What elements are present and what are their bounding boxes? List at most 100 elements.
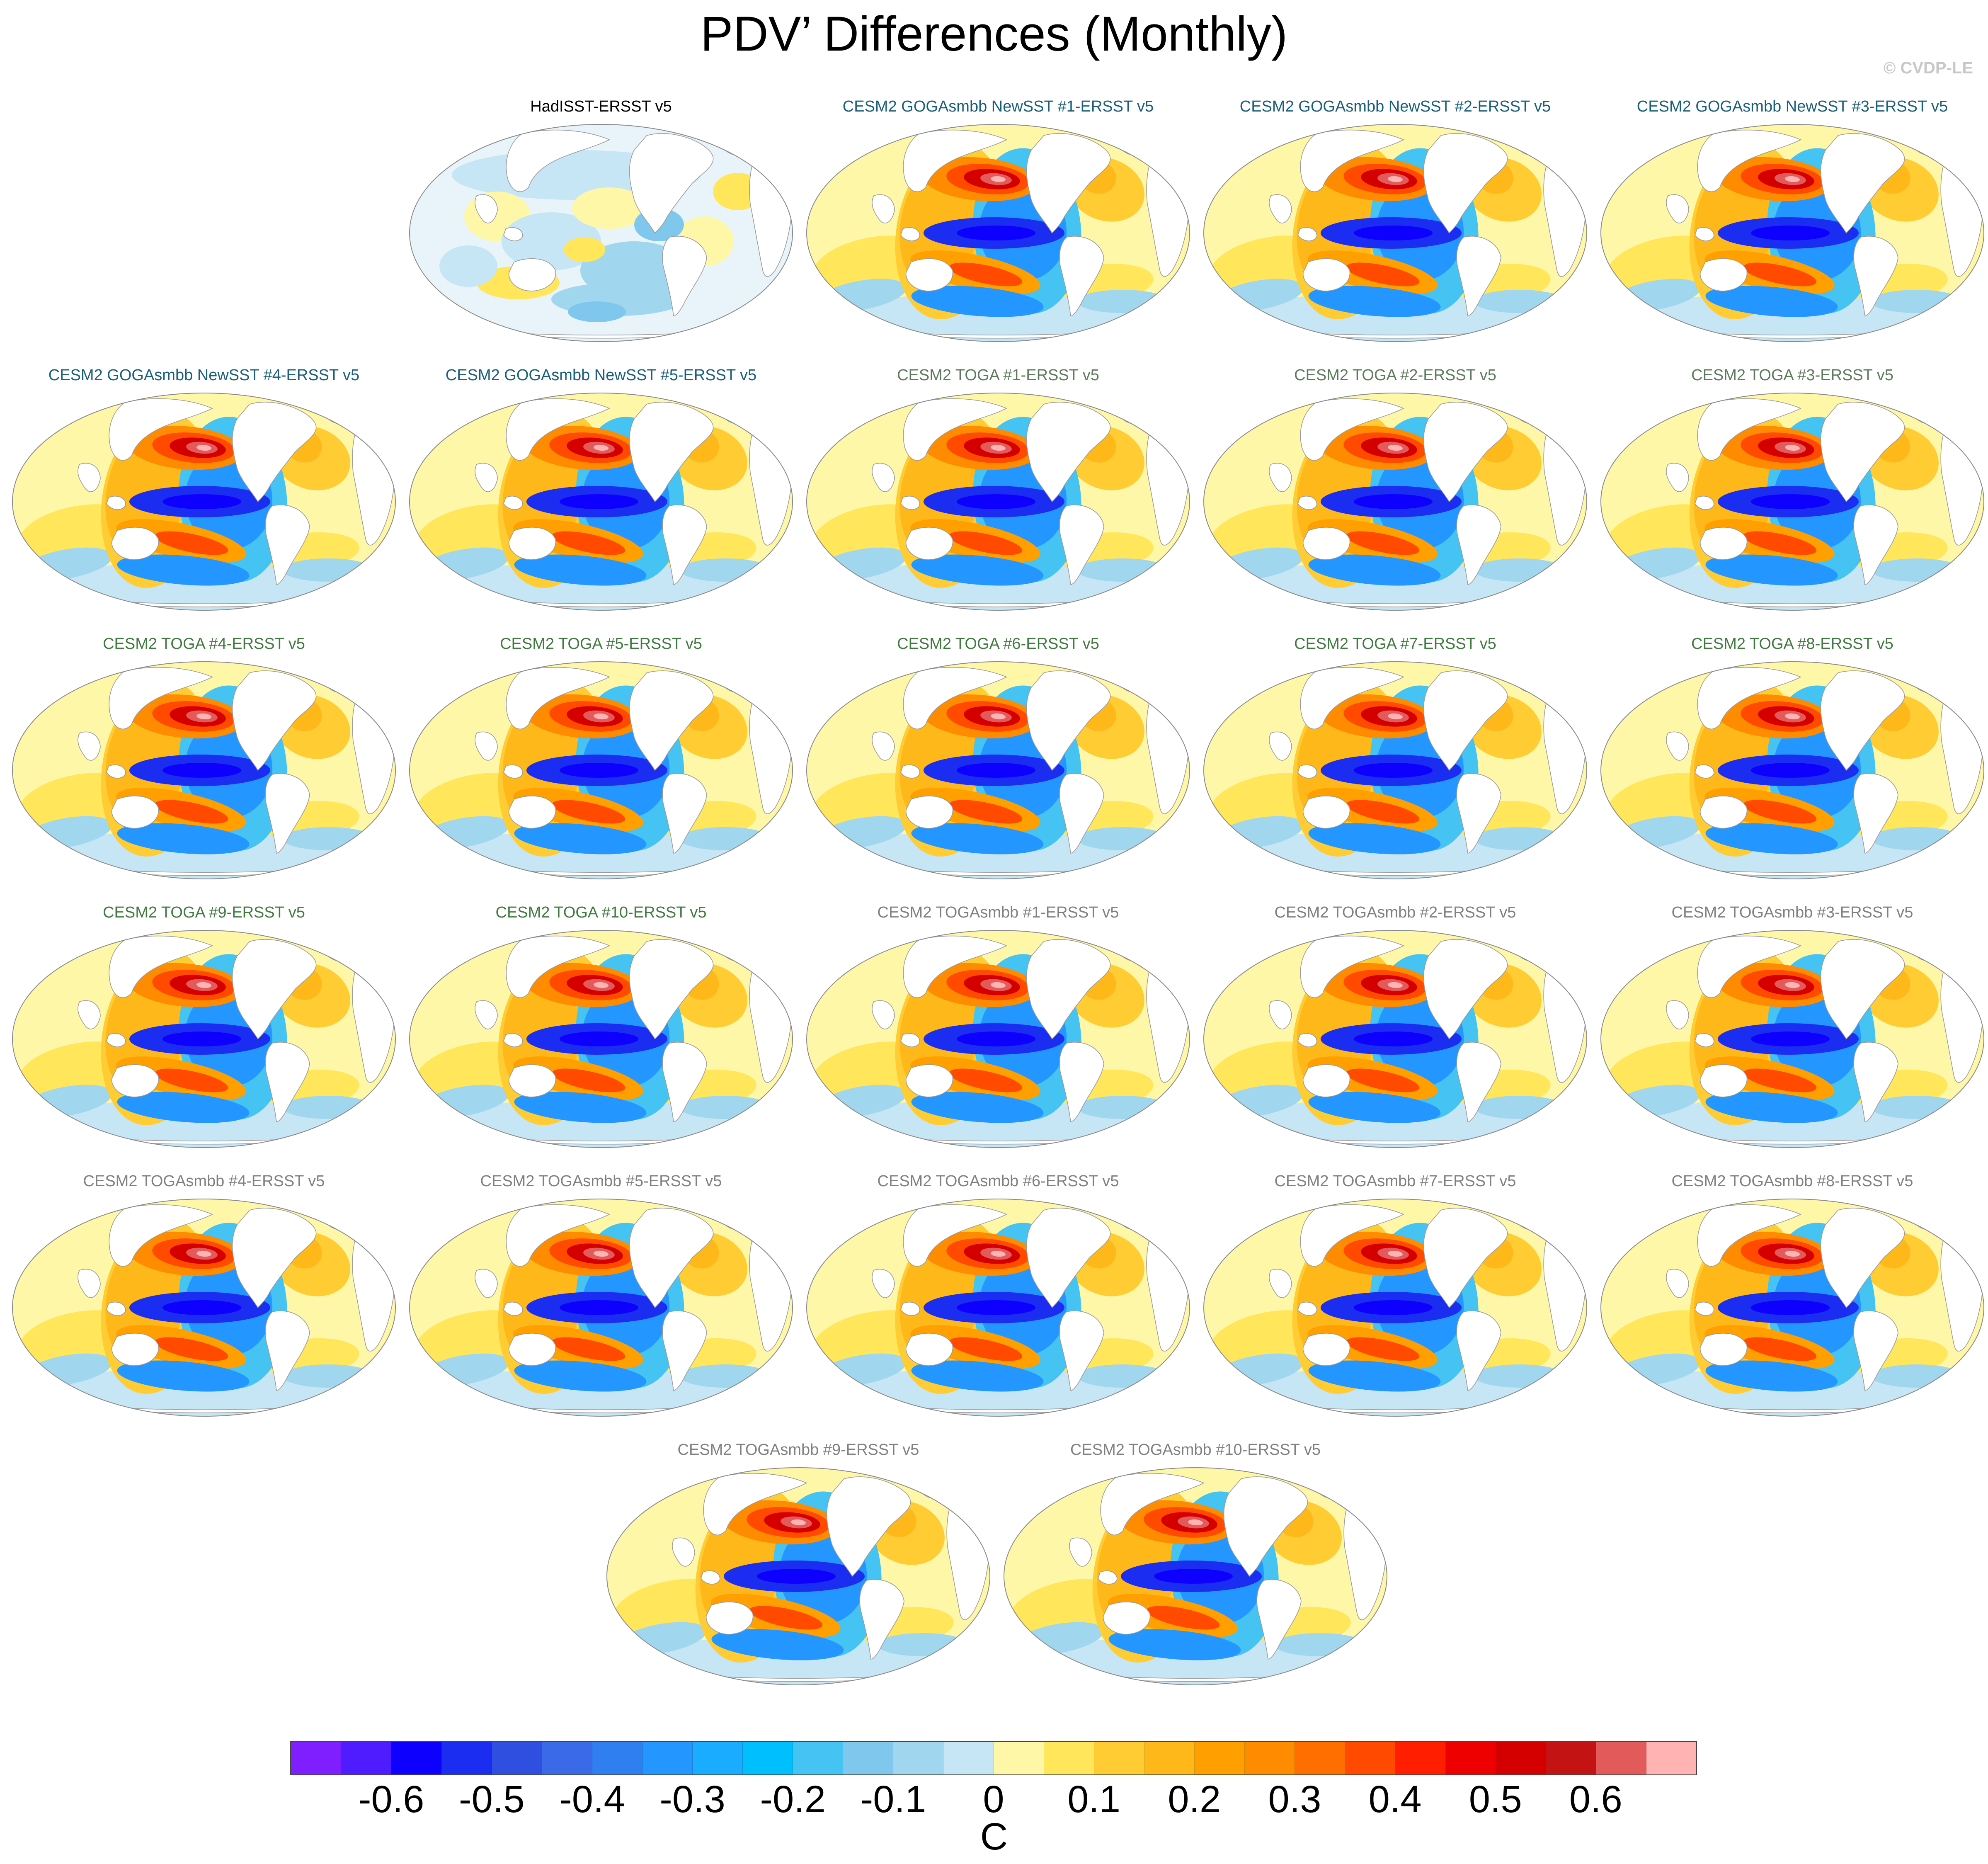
map-plot <box>12 930 396 1148</box>
sst-contour-south-pacific-warm-core <box>1146 1606 1220 1630</box>
map-outline <box>12 661 396 879</box>
landmass-maritime-continent <box>503 495 523 510</box>
sst-contour-north-pacific-warm-5 <box>1785 713 1800 720</box>
landmass-maritime-continent <box>503 1033 523 1047</box>
colorbar-tick-label: -0.4 <box>559 1778 625 1820</box>
map-plot <box>1203 661 1587 879</box>
sst-contour-warm-patch-2 <box>572 187 647 229</box>
map-panel: CESM2 TOGA #2-ERSST v5 <box>1200 365 1591 615</box>
panel-title: CESM2 TOGAsmbb #7-ERSST v5 <box>1274 1172 1516 1190</box>
landmass-india-seasia <box>1269 1269 1292 1298</box>
map-outline <box>1004 1467 1387 1685</box>
colorbar-tick-label: -0.5 <box>459 1778 525 1820</box>
map-outline <box>1600 124 1984 342</box>
map-outline <box>1600 661 1984 879</box>
sst-contour-cool-south-atlantic <box>680 827 771 850</box>
landmass-eurasia-east <box>506 935 610 998</box>
map-field <box>12 393 395 610</box>
map-panel: CESM2 TOGA #10-ERSST v5 <box>405 902 797 1153</box>
sst-contour-south-pacific-cool <box>1308 1092 1441 1123</box>
map-outline <box>1203 930 1587 1148</box>
map-field <box>1204 662 1587 879</box>
sst-contour-south-pacific-warm-core <box>1346 1068 1420 1092</box>
sst-contour-cool-south-atlantic <box>1871 1096 1962 1119</box>
sst-contour-south-pacific-cool <box>1308 554 1441 586</box>
sst-contour-south-pacific-warm-core <box>749 1606 823 1630</box>
landmass-maritime-continent <box>1297 764 1317 779</box>
landmass-india-seasia <box>872 1000 895 1029</box>
sst-contour-north-pacific-warm-5 <box>1388 982 1403 988</box>
map-field <box>1601 124 1984 342</box>
landmass-maritime-continent <box>1695 1033 1714 1047</box>
colorbar-tick-label: -0.2 <box>760 1778 826 1820</box>
sst-contour-south-pacific-cool <box>911 1360 1044 1392</box>
map-plot <box>409 393 793 611</box>
colorbar-tick-label: 0 <box>983 1778 1004 1820</box>
colorbar-tick-label: 0.6 <box>1569 1778 1622 1820</box>
landmass-north-america <box>1820 1208 1905 1308</box>
panel-title: CESM2 GOGAsmbb NewSST #4-ERSST v5 <box>48 366 360 384</box>
landmass-australia <box>111 1333 159 1366</box>
map-panel: CESM2 GOGAsmbb NewSST #4-ERSST v5 <box>8 365 400 615</box>
map-panel: CESM2 TOGA #4-ERSST v5 <box>8 633 400 884</box>
landmass-maritime-continent <box>1695 495 1714 510</box>
sst-contour-cool-south-atlantic <box>283 827 374 850</box>
landmass-eurasia-east <box>1300 935 1404 998</box>
map-field <box>1601 393 1984 610</box>
landmass-india-seasia <box>475 1269 498 1298</box>
sst-contour-equatorial-cold-tongue-core <box>757 1569 836 1584</box>
landmass-south-america <box>265 1042 310 1122</box>
map-field <box>1601 662 1984 879</box>
landmass-india-seasia <box>1666 194 1689 223</box>
landmass-eurasia-east <box>1697 935 1801 998</box>
landmass-india-seasia <box>1269 194 1292 223</box>
map-plot <box>409 661 793 879</box>
landmass-north-america <box>232 670 317 771</box>
map-field <box>1601 930 1984 1148</box>
sst-contour-cool-south-atlantic <box>1077 1096 1168 1119</box>
landmass-south-america <box>1853 1311 1898 1391</box>
sst-contour-south-pacific-warm-core <box>155 1337 228 1361</box>
map-panel: CESM2 TOGAsmbb #7-ERSST v5 <box>1200 1171 1591 1421</box>
sst-contour-cool-south-atlantic <box>680 558 771 582</box>
landmass-south-america <box>265 773 310 854</box>
sst-contour-north-pacific-warm-5 <box>1785 176 1800 182</box>
landmass-north-america <box>232 939 317 1040</box>
landmass-south-america <box>1456 1042 1501 1122</box>
panel-title: CESM2 TOGA #7-ERSST v5 <box>1294 635 1496 653</box>
colorbar-tick-label: 0.2 <box>1168 1778 1221 1820</box>
landmass-eurasia-east <box>903 129 1007 192</box>
sst-contour-south-pacific-warm-core <box>1743 531 1817 555</box>
sst-contour-cool-south-atlantic <box>680 1364 771 1388</box>
map-panel: CESM2 GOGAsmbb NewSST #3-ERSST v5 <box>1597 96 1988 347</box>
sst-contour-south-pacific-cool <box>1705 554 1838 586</box>
landmass-india-seasia <box>872 1269 895 1298</box>
landmass-eurasia-east <box>109 935 213 998</box>
landmass-india-seasia <box>1069 1537 1092 1567</box>
map-plot <box>12 661 396 879</box>
colorbar-swatch <box>1245 1742 1295 1774</box>
landmass-maritime-continent <box>106 495 126 510</box>
panel-title: CESM2 GOGAsmbb NewSST #1-ERSST v5 <box>842 98 1154 115</box>
sst-contour-south-pacific-warm-core <box>1743 1068 1817 1092</box>
landmass-maritime-continent <box>106 1301 126 1316</box>
map-plot <box>409 1199 793 1417</box>
map-outline <box>409 1199 793 1417</box>
landmass-south-america <box>1853 1042 1898 1122</box>
landmass-south-america <box>1456 1311 1501 1391</box>
sst-contour-equatorial-cold-tongue-core <box>957 763 1035 778</box>
landmass-maritime-continent <box>900 764 920 779</box>
map-plot <box>1600 124 1984 342</box>
sst-contour-equatorial-cold-tongue-core <box>957 1032 1035 1046</box>
map-panel: CESM2 TOGAsmbb #2-ERSST v5 <box>1200 902 1591 1153</box>
sst-contour-north-pacific-warm-5 <box>196 982 211 988</box>
sst-contour-north-pacific-warm-5 <box>1388 713 1403 720</box>
landmass-australia <box>1302 258 1350 291</box>
map-panel: CESM2 GOGAsmbb NewSST #5-ERSST v5 <box>405 365 797 615</box>
sst-contour-north-pacific-warm-5 <box>594 982 609 988</box>
map-plot <box>409 124 793 342</box>
landmass-north-america <box>1026 402 1111 502</box>
map-plot <box>1600 393 1984 611</box>
sst-contour-cool-south-atlantic <box>283 1364 374 1388</box>
landmass-australia <box>905 527 953 560</box>
